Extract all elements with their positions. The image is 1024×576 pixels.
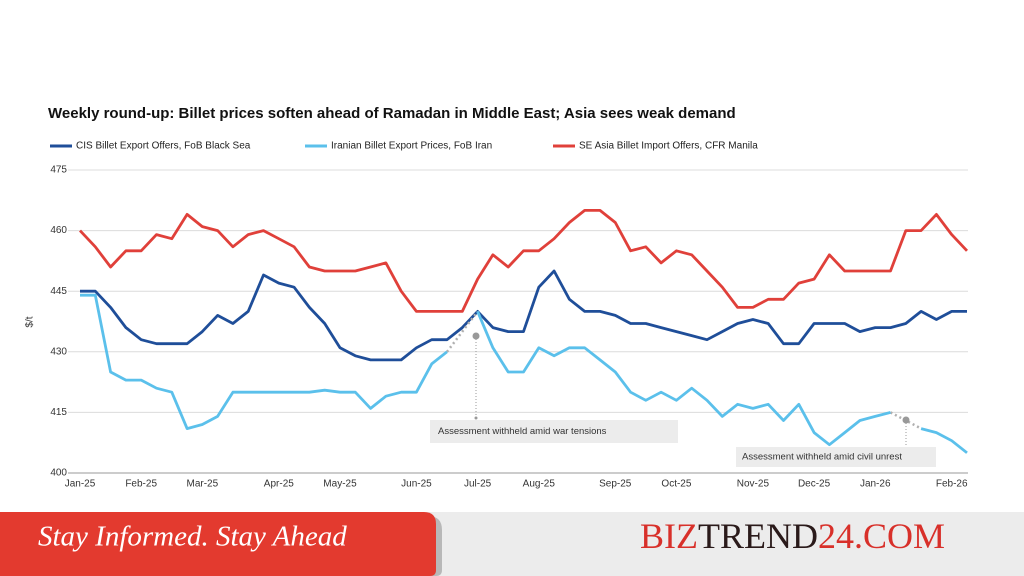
chart-title: Weekly round-up: Billet prices soften ah…: [48, 105, 736, 122]
annotation-box: [430, 420, 678, 443]
y-tick-label: 430: [50, 346, 67, 357]
banner: Stay Informed. Stay Ahead BIZTREND24.COM: [0, 512, 1024, 576]
annotation-dot: [902, 416, 910, 424]
annotation-dot: [474, 416, 478, 420]
annotation-text: Assessment withheld amid war tensions: [438, 426, 607, 437]
x-tick-label: Feb-26: [936, 479, 968, 490]
legend-label: Iranian Billet Export Prices, FoB Iran: [331, 141, 492, 152]
y-tick-label: 445: [50, 286, 67, 297]
withheld-connector: [446, 310, 479, 353]
x-tick-label: Jun-25: [401, 479, 432, 490]
brand-part: 24.COM: [818, 516, 945, 556]
series-line: [78, 209, 969, 313]
x-tick-label: Jan-26: [860, 479, 891, 490]
x-tick-label: Jan-25: [65, 479, 96, 490]
y-tick-label: 475: [50, 165, 67, 176]
x-tick-label: Apr-25: [264, 479, 294, 490]
legend-label: SE Asia Billet Import Offers, CFR Manila: [579, 141, 758, 152]
tagline: Stay Informed. Stay Ahead: [38, 521, 347, 553]
tagline-box: [0, 512, 436, 576]
x-tick-label: May-25: [323, 479, 357, 490]
legend-label: CIS Billet Export Offers, FoB Black Sea: [76, 141, 251, 152]
x-tick-label: Aug-25: [523, 479, 556, 490]
y-tick-label: 460: [50, 225, 67, 236]
x-tick-label: Nov-25: [737, 479, 770, 490]
brand: BIZTREND24.COM: [640, 516, 945, 556]
annotation-text: Assessment withheld amid civil unrest: [742, 452, 902, 463]
brand-part: TREND: [698, 516, 818, 556]
x-tick-label: Jul-25: [464, 479, 492, 490]
x-tick-label: Oct-25: [661, 479, 691, 490]
x-tick-label: Sep-25: [599, 479, 632, 490]
annotation-box: [736, 447, 936, 467]
y-tick-label: 400: [50, 468, 67, 479]
annotation-dot: [472, 332, 480, 340]
withheld-connector: [889, 411, 922, 430]
x-tick-label: Feb-25: [125, 479, 157, 490]
brand-part: BIZ: [640, 516, 698, 556]
y-axis-label: $/t: [25, 316, 36, 327]
x-tick-label: Mar-25: [187, 479, 219, 490]
series-line: [80, 293, 968, 454]
y-tick-label: 415: [50, 407, 67, 418]
x-tick-label: Dec-25: [798, 479, 831, 490]
series-line: [80, 269, 967, 362]
plot-area: 400 415 430 445 460 475 Jan-25 Feb-25 Mar-25 Apr-…: [50, 141, 969, 490]
